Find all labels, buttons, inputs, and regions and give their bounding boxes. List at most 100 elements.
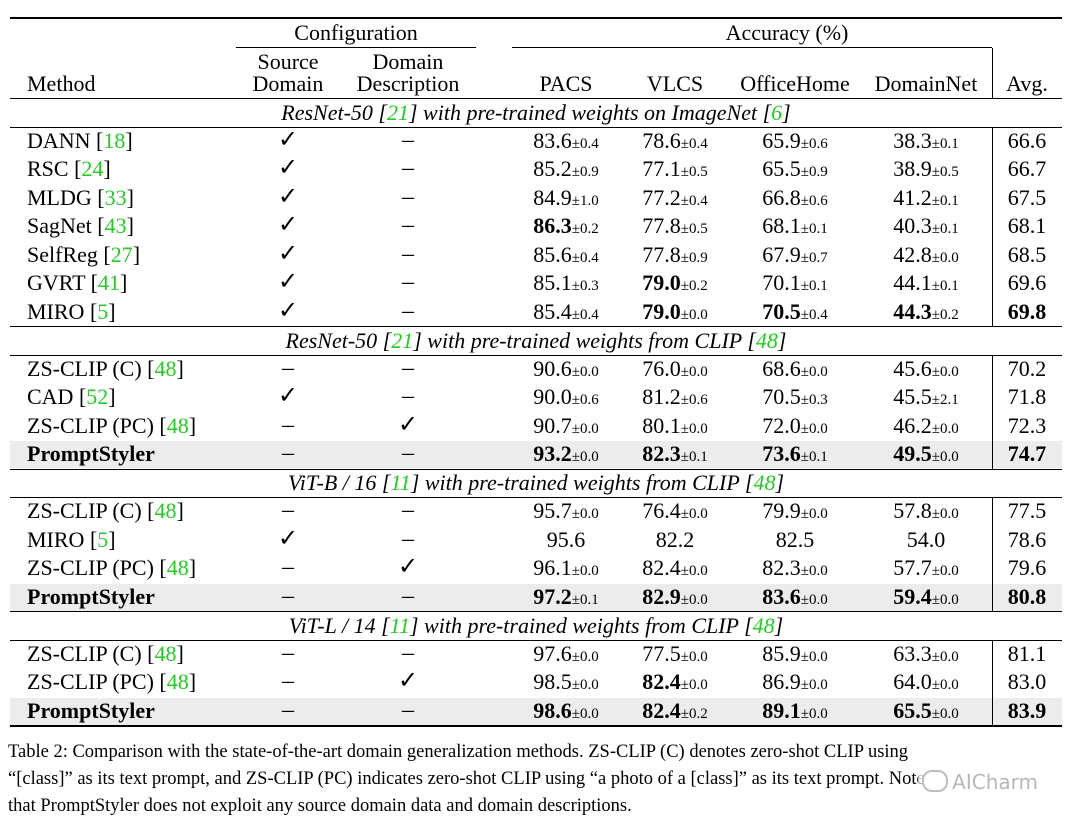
method-name: MIRO [5] [27,298,116,325]
domain-desc-mark: – [402,240,414,267]
accuracy-std: ±0.0 [800,363,828,380]
method-label: ZS-CLIP (C) [ [27,498,155,523]
accuracy-std: ±0.0 [680,363,708,380]
avg-value: 80.8 [1007,583,1047,609]
accuracy-value: 68.1 [762,213,801,238]
source-domain-mark: – [282,696,294,723]
accuracy-value: 82.3 [762,555,801,580]
accuracy-value: 89.1 [762,697,801,723]
accuracy-std: ±0.0 [571,677,599,693]
section-title-ref: 11 [390,470,411,495]
caption-line-1: Table 2: Comparison with the state-of-th… [8,742,909,762]
accuracy-std: ±0.0 [800,677,828,693]
accuracy-dn: 54.0 [860,526,992,553]
accuracy-std: ±1.0 [571,192,599,209]
accuracy-value: 67.9 [762,241,801,267]
accuracy-pacs: 85.1±0.3 [512,269,620,300]
accuracy-oh: 68.6±0.0 [730,355,860,386]
accuracy-value: 90.0 [533,384,572,409]
accuracy-std: ±0.0 [931,705,959,722]
accuracy-vlcs: 76.0±0.0 [620,355,730,386]
avg-value: 68.5 [1007,241,1047,267]
method-name: ZS-CLIP (C) [48] [27,497,184,524]
accuracy-oh: 89.1±0.0 [730,697,860,728]
section-title-ref: 48 [755,327,778,353]
accuracy-vlcs: 82.4±0.0 [620,554,730,585]
accuracy-oh: 70.5±0.3 [730,383,860,414]
accuracy-pacs: 90.6±0.0 [512,355,620,386]
domain-desc-mark: – [402,497,414,523]
avg-value: 83.9 [1007,697,1047,723]
accuracy-pacs: 95.7±0.0 [512,497,620,528]
section-end-rule [10,326,1062,327]
avg-column-separator [992,497,993,611]
accuracy-value: 86.9 [762,669,801,694]
header-source-domain-line2: Domain [252,71,324,96]
accuracy-value: 59.4 [893,583,932,609]
accuracy-std: ±0.0 [680,506,708,522]
source-domain-mark: ✓ [277,269,299,295]
method-label: ZS-CLIP (C) [ [27,355,155,381]
accuracy-value: 38.9 [893,156,932,181]
table-bottom-rule [10,725,1062,727]
accuracy-value: 38.3 [893,127,932,153]
accuracy-pacs: 97.6±0.0 [512,640,620,671]
accuracy-value: 82.2 [655,526,695,552]
method-label: PromptStyler [27,697,155,723]
accuracy-value: 77.8 [642,241,681,267]
accuracy-dn: 57.8±0.0 [860,497,992,528]
caption-line-2: “[class]” as its text prompt, and ZS-CLI… [8,769,925,789]
accuracy-std: ±0.5 [680,164,708,180]
accuracy-dn: 41.2±0.1 [860,184,992,215]
method-label: GVRT [ [27,270,98,295]
ours-row-highlight [10,583,1062,611]
citation-close: ] [126,184,134,210]
accuracy-avg: 74.7 [992,440,1062,467]
accuracy-value: 70.5 [762,298,801,324]
method-label: RSC [ [27,156,82,181]
header-pacs: PACS [539,71,593,96]
domain-desc-mark: – [402,696,414,723]
accuracy-std: ±0.0 [680,306,708,323]
accuracy-value: 79.0 [642,298,681,324]
accuracy-value: 72.0 [762,412,801,438]
accuracy-value: 97.6 [533,640,572,666]
accuracy-oh: 86.9±0.0 [730,668,860,699]
method-name: MLDG [33] [27,184,134,211]
accuracy-oh: 66.8±0.6 [730,184,860,215]
accuracy-value: 46.2 [893,412,932,438]
citation-ref: 48 [166,555,189,580]
method-name: ZS-CLIP (PC) [48] [27,554,196,581]
method-name: ZS-CLIP (PC) [48] [27,668,196,695]
accuracy-oh: 65.5±0.9 [730,155,860,186]
source-domain-mark: – [282,497,294,523]
citation-close: ] [108,298,116,324]
section-title-mid: ] with pre-trained weights on ImageNet [ [408,99,772,125]
citation-close: ] [176,640,184,666]
accuracy-dn: 40.3±0.1 [860,212,992,243]
header-avg: Avg. [1006,71,1048,96]
accuracy-value: 77.8 [642,213,681,238]
citation-ref: 18 [103,127,126,153]
accuracy-avg: 70.2 [992,355,1062,382]
method-name: CAD [52] [27,383,116,410]
citation-ref: 48 [166,412,189,438]
accuracy-value: 83.6 [533,127,572,153]
method-name-ours: PromptStyler [27,440,155,467]
source-domain-mark: ✓ [277,212,299,238]
accuracy-std: ±0.2 [680,278,708,294]
accuracy-dn: 57.7±0.0 [860,554,992,585]
accuracy-pacs: 93.2±0.0 [512,440,620,471]
accuracy-std: ±0.0 [571,449,599,465]
accuracy-std: ±0.4 [800,306,828,323]
avg-value: 79.6 [1007,555,1047,580]
caption-line-3: that PromptStyler does not exploit any s… [8,796,632,816]
avg-value: 69.8 [1007,298,1047,324]
domain-desc-mark: – [402,525,414,552]
accuracy-value: 40.3 [893,213,932,238]
accuracy-std: ±0.0 [800,591,828,608]
header-domain-desc-line2: Description [356,71,460,96]
accuracy-std: ±0.5 [931,164,959,180]
accuracy-value: 85.4 [533,298,572,324]
accuracy-value: 93.2 [533,441,572,466]
